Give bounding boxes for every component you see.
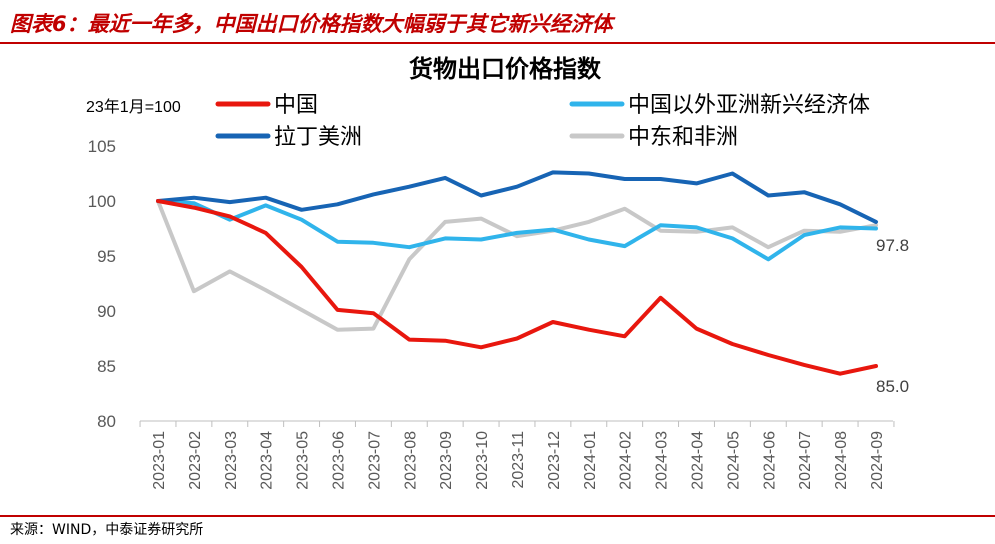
x-tick-label: 2023-09 — [438, 431, 455, 490]
x-tick-label: 2023-11 — [510, 431, 527, 489]
x-tick-label: 2024-09 — [869, 431, 886, 490]
legend-item: 拉丁美洲 — [215, 125, 362, 150]
legend-label: 拉丁美洲 — [274, 125, 362, 150]
series-line — [156, 199, 878, 376]
x-tick-label: 2024-06 — [761, 431, 778, 490]
figure-title: 图表6：最近一年多，中国出口价格指数大幅弱于其它新兴经济体 — [10, 12, 613, 36]
y-tick-label: 85 — [97, 357, 116, 376]
x-tick-label: 2023-04 — [259, 431, 276, 490]
y-tick-label: 80 — [97, 412, 116, 431]
y-tick-label: 95 — [97, 247, 116, 266]
legend-label: 中国以外亚洲新兴经济体 — [628, 93, 870, 118]
legend-item: 中国以外亚洲新兴经济体 — [569, 93, 870, 118]
series-line — [156, 199, 878, 332]
legend-item: 中国 — [215, 93, 318, 118]
end-labels: 85.0 97.8 — [876, 236, 909, 396]
x-tick-label: 2024-03 — [654, 431, 671, 490]
legend-label: 中东和非洲 — [628, 125, 738, 150]
x-tick-label: 2023-07 — [366, 431, 383, 490]
x-tick-label: 2024-08 — [833, 431, 850, 490]
source-note: 来源：WIND，中泰证券研究所 — [10, 522, 204, 538]
x-tick-label: 2023-03 — [223, 431, 240, 490]
x-tick-label: 2023-01 — [151, 431, 168, 490]
footer-divider — [0, 515, 995, 517]
end-value-label: 85.0 — [876, 377, 909, 396]
unit-note: 23年1月=100 — [86, 98, 181, 116]
series-group — [156, 170, 878, 376]
x-tick-label: 2024-02 — [618, 431, 635, 490]
x-tick-label: 2023-10 — [474, 431, 491, 490]
x-tick-label: 2024-07 — [797, 431, 814, 490]
legend-label: 中国 — [274, 93, 318, 118]
x-tick-label: 2023-05 — [295, 431, 312, 490]
y-axis: 80 85 90 95 100 105 — [88, 137, 116, 431]
series-line — [156, 170, 878, 224]
x-tick-label: 2024-05 — [725, 431, 742, 490]
series-line — [156, 199, 878, 262]
x-tick-label: 2023-06 — [331, 431, 348, 490]
y-tick-label: 90 — [97, 302, 116, 321]
legend-item: 中东和非洲 — [569, 125, 738, 150]
x-tick-label: 2024-01 — [582, 431, 599, 490]
figure-header: 图表6：最近一年多，中国出口价格指数大幅弱于其它新兴经济体 — [0, 0, 995, 44]
x-tick-label: 2023-12 — [546, 431, 563, 490]
x-tick-label: 2023-08 — [402, 431, 419, 490]
y-tick-label: 105 — [88, 137, 116, 156]
x-tick-label: 2024-04 — [690, 431, 707, 490]
header-divider — [0, 42, 995, 44]
chart-title: 货物出口价格指数 — [409, 55, 602, 83]
x-tick-label: 2023-02 — [187, 431, 204, 490]
y-tick-label: 100 — [88, 192, 116, 211]
end-value-label: 97.8 — [876, 236, 909, 255]
x-axis: 2023-01 2023-02 2023-03 2023-04 2023-05 2023-… — [139, 420, 895, 490]
